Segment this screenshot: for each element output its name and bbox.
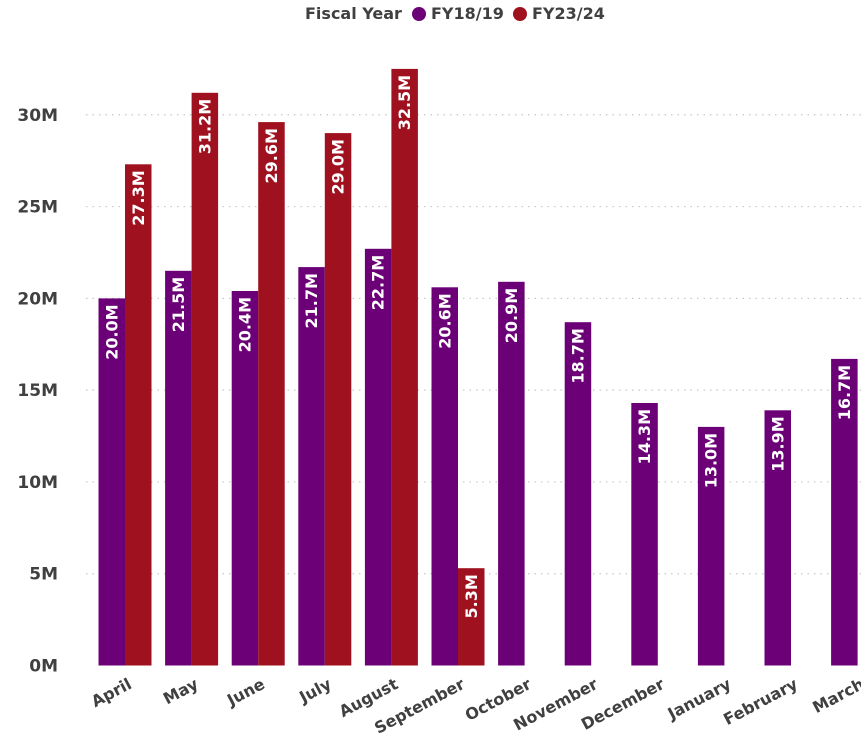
data-label: 16.7M [835, 365, 854, 420]
bar[interactable] [231, 291, 259, 666]
data-label: 29.6M [262, 128, 281, 183]
data-label: 20.6M [435, 293, 454, 348]
data-label: 20.4M [235, 297, 254, 352]
y-tick-label: 25M [17, 198, 58, 218]
bar[interactable] [258, 122, 285, 666]
data-label: 21.5M [169, 277, 188, 332]
x-tick-label: February [720, 674, 801, 729]
bar[interactable] [631, 403, 658, 666]
y-tick-label: 0M [29, 657, 58, 677]
legend-marker-fy18-19 [412, 7, 426, 21]
bar[interactable] [125, 164, 152, 666]
legend-label-fy18-19: FY18/19 [431, 4, 504, 23]
y-tick-label: 5M [29, 565, 58, 585]
bar[interactable] [298, 267, 325, 666]
bar[interactable] [391, 68, 418, 666]
bars [98, 68, 858, 666]
y-tick-label: 20M [17, 289, 58, 309]
bar[interactable] [165, 270, 192, 666]
y-axis: 0M 5M 10M 15M 20M 25M 30M [17, 106, 58, 677]
bar[interactable] [764, 410, 792, 666]
x-tick-label: May [160, 674, 202, 708]
data-label: 31.2M [195, 99, 214, 154]
x-tick-label: April [88, 674, 135, 711]
x-tick-label: June [223, 674, 268, 710]
y-tick-label: 15M [17, 381, 58, 401]
data-label: 13.9M [768, 416, 787, 471]
y-tick-label: 10M [17, 473, 58, 493]
bar[interactable] [458, 568, 485, 666]
legend-title: Fiscal Year [305, 4, 402, 23]
data-label: 14.3M [635, 409, 654, 464]
bar[interactable] [697, 426, 725, 666]
x-tick-label: July [295, 674, 335, 707]
bar[interactable] [191, 92, 219, 666]
data-label: 20.0M [102, 304, 121, 359]
data-label: 5.3M [462, 574, 481, 618]
data-label: 13.0M [702, 433, 721, 488]
data-label: 22.7M [369, 255, 388, 310]
data-label: 32.5M [395, 75, 414, 130]
data-label: 20.9M [502, 288, 521, 343]
bar[interactable] [831, 358, 858, 666]
legend: Fiscal Year FY18/19 FY23/24 [305, 4, 605, 23]
data-label: 27.3M [129, 170, 148, 225]
bar[interactable] [324, 133, 352, 666]
data-label: 18.7M [568, 328, 587, 383]
legend-marker-fy23-24 [513, 7, 527, 21]
bar[interactable] [564, 322, 592, 666]
data-labels: 20.0M 27.3M 21.5M 31.2M 20.4M 29.6M 21.7M 29.0M… [102, 75, 854, 619]
bar[interactable] [98, 298, 126, 666]
legend-label-fy23-24: FY23/24 [532, 4, 605, 23]
bar[interactable] [364, 248, 392, 666]
data-label: 21.7M [302, 273, 321, 328]
data-label: 29.0M [329, 139, 348, 194]
x-axis: April May June July AugustSeptemberOctoberNo… [88, 674, 861, 738]
bar[interactable] [498, 281, 525, 666]
x-tick-label: March [809, 674, 861, 717]
bar[interactable] [431, 287, 459, 666]
y-tick-label: 30M [17, 106, 58, 126]
